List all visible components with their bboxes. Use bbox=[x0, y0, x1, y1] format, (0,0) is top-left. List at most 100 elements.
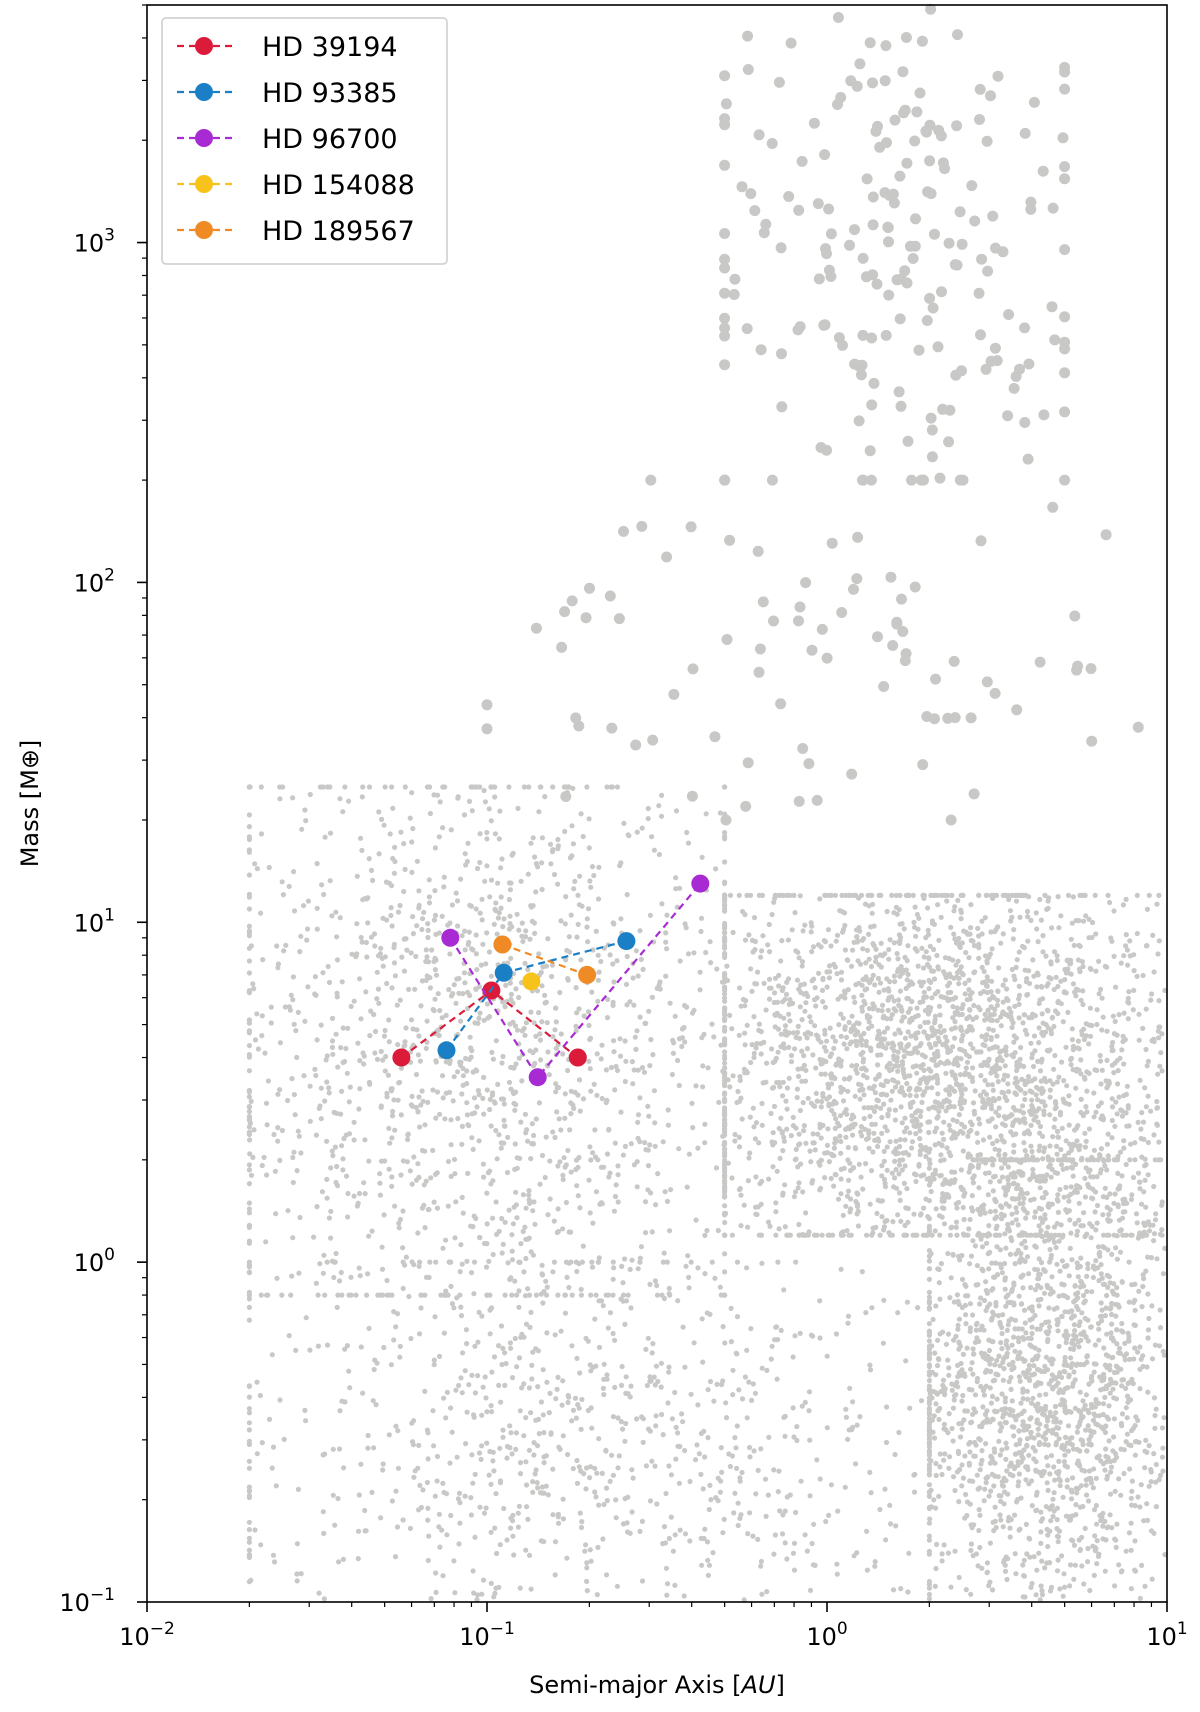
background-point bbox=[1080, 1441, 1086, 1448]
background-point bbox=[1045, 1367, 1051, 1373]
background-point bbox=[844, 1228, 850, 1234]
background-point bbox=[1019, 1076, 1025, 1082]
background-point bbox=[482, 799, 488, 805]
background-point bbox=[722, 1056, 728, 1062]
background-point bbox=[1154, 901, 1160, 907]
background-point bbox=[1077, 943, 1083, 949]
background-point bbox=[934, 892, 940, 899]
background-point bbox=[937, 1173, 943, 1179]
background-point bbox=[586, 845, 592, 851]
background-point bbox=[992, 1173, 998, 1179]
background-point bbox=[886, 1107, 892, 1113]
background-point bbox=[803, 1067, 809, 1073]
background-point bbox=[837, 1113, 844, 1119]
background-point bbox=[1127, 1356, 1133, 1362]
background-point bbox=[660, 1139, 666, 1145]
background-point bbox=[1159, 1425, 1166, 1431]
background-point bbox=[758, 954, 764, 960]
background-point bbox=[1068, 1355, 1074, 1361]
background-point bbox=[389, 923, 395, 929]
background-point bbox=[994, 1073, 1000, 1079]
background-point bbox=[977, 1512, 983, 1518]
background-point bbox=[959, 1420, 965, 1426]
background-point bbox=[400, 1208, 406, 1214]
background-point bbox=[392, 1127, 398, 1133]
background-point bbox=[347, 1084, 353, 1090]
background-point bbox=[899, 1059, 906, 1065]
background-point bbox=[274, 943, 280, 949]
background-point bbox=[926, 1276, 933, 1282]
background-point bbox=[864, 1015, 871, 1021]
background-point bbox=[763, 1007, 769, 1013]
background-point bbox=[477, 910, 483, 916]
background-point bbox=[1055, 1539, 1061, 1545]
background-point bbox=[439, 1073, 446, 1079]
background-point bbox=[1111, 1157, 1117, 1163]
background-point bbox=[933, 1125, 940, 1131]
background-point bbox=[879, 1008, 885, 1014]
background-point bbox=[1052, 1052, 1058, 1059]
background-point bbox=[959, 1426, 965, 1432]
background-point bbox=[1034, 926, 1040, 932]
background-point bbox=[973, 1321, 980, 1328]
background-point bbox=[1109, 1062, 1115, 1068]
background-point bbox=[1141, 1229, 1147, 1235]
background-point bbox=[1070, 1173, 1076, 1179]
background-point bbox=[1045, 1224, 1051, 1230]
background-point bbox=[895, 956, 901, 962]
background-point bbox=[1120, 1197, 1126, 1203]
background-point bbox=[1107, 1491, 1114, 1497]
background-point bbox=[1014, 1067, 1020, 1074]
background-point bbox=[1116, 1304, 1122, 1310]
background-point bbox=[797, 893, 803, 899]
background-point bbox=[993, 1524, 999, 1531]
background-point bbox=[854, 1042, 860, 1049]
background-point bbox=[363, 939, 369, 946]
background-point bbox=[945, 997, 951, 1004]
background-point bbox=[737, 1077, 743, 1083]
background-point bbox=[986, 1170, 992, 1176]
background-point bbox=[1143, 1437, 1149, 1443]
background-point bbox=[905, 1029, 911, 1035]
background-point bbox=[813, 1090, 819, 1096]
background-point bbox=[845, 1188, 852, 1194]
background-point bbox=[1083, 1138, 1089, 1144]
background-point bbox=[722, 1012, 728, 1018]
background-point bbox=[975, 1563, 981, 1569]
background-point bbox=[366, 1233, 372, 1239]
background-point bbox=[1078, 1337, 1084, 1343]
background-point bbox=[1091, 1147, 1097, 1153]
background-point bbox=[1084, 1448, 1090, 1454]
background-point bbox=[697, 969, 703, 975]
background-point bbox=[847, 1041, 853, 1047]
background-point bbox=[1065, 892, 1072, 899]
background-point bbox=[858, 1129, 864, 1135]
background-point bbox=[943, 1341, 950, 1347]
background-point bbox=[759, 1122, 765, 1128]
background-point bbox=[1130, 1174, 1137, 1181]
background-point bbox=[1134, 930, 1140, 937]
background-point bbox=[799, 1078, 805, 1084]
background-point bbox=[304, 926, 311, 932]
background-point bbox=[1049, 1014, 1056, 1020]
background-point bbox=[953, 940, 960, 946]
background-point bbox=[1106, 1438, 1112, 1444]
background-point bbox=[826, 1159, 833, 1165]
background-point bbox=[1162, 987, 1168, 994]
background-point bbox=[1036, 1205, 1042, 1211]
background-point bbox=[1028, 1285, 1034, 1291]
background-point bbox=[1000, 1524, 1006, 1530]
background-point bbox=[868, 924, 874, 930]
background-point bbox=[842, 995, 848, 1001]
background-point bbox=[1063, 970, 1069, 976]
background-point bbox=[1057, 1483, 1063, 1489]
background-point bbox=[666, 1285, 672, 1291]
background-point bbox=[955, 897, 961, 904]
background-point bbox=[751, 1054, 757, 1061]
background-point bbox=[769, 1046, 775, 1052]
background-point bbox=[790, 1000, 796, 1006]
background-point bbox=[1025, 938, 1031, 944]
background-point bbox=[1137, 1344, 1143, 1350]
background-point bbox=[1090, 919, 1096, 926]
background-point bbox=[1025, 1396, 1031, 1402]
